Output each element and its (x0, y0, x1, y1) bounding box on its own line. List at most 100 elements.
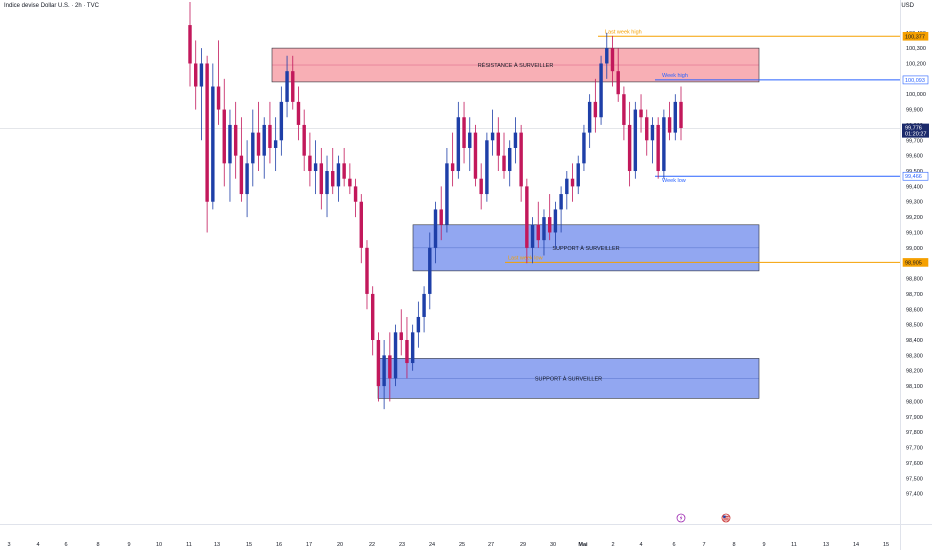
candle (519, 124, 523, 202)
candle-body (422, 293, 426, 317)
candle (667, 101, 672, 141)
candle-body (188, 25, 192, 64)
candle (610, 35, 615, 87)
candle (490, 109, 495, 156)
level-layer: Last week high Week high Week low Last week… (0, 29, 900, 263)
zone-label: SUPPORT À SURVEILLER (552, 245, 619, 252)
candle (553, 201, 558, 248)
candle-body (211, 86, 215, 202)
candle-body (336, 163, 341, 187)
candle-body (645, 117, 649, 141)
candle (359, 194, 363, 264)
candle (199, 48, 204, 141)
candle-body (193, 63, 198, 87)
level-price-value: 98,905 (905, 260, 922, 266)
price-tick-label: 99,200 (906, 215, 923, 221)
candle (473, 124, 478, 187)
candle-body (456, 117, 461, 172)
candle (450, 132, 455, 187)
candle-body (256, 132, 261, 156)
candle-body (479, 178, 483, 195)
candle (239, 117, 244, 202)
candle-body (199, 63, 204, 87)
candle-body (622, 94, 626, 125)
last-price-badge (902, 123, 929, 138)
candle-body (593, 101, 598, 118)
time-tick-label: 4 (36, 542, 39, 548)
candle (285, 55, 289, 118)
candle (291, 55, 295, 110)
candle-body (222, 109, 226, 164)
price-tick-label: 99,000 (906, 246, 923, 252)
candle (279, 86, 284, 156)
time-axis[interactable]: 3 4 6 8 9 10 11 13 15 16 17 20 22 23 24 25 27 29 30 Mai 2 4 6 7… (7, 542, 889, 548)
candle (342, 147, 346, 187)
candle-body (542, 217, 546, 241)
zone-label: RÉSISTANCE À SURVEILLER (478, 62, 554, 69)
candle (650, 117, 655, 164)
candle (302, 109, 306, 172)
candle (479, 163, 483, 210)
price-axis[interactable]: 100,400100,300100,200100,00099,90099,800… (902, 31, 929, 498)
candle (233, 101, 238, 179)
time-tick-label: 9 (127, 542, 130, 548)
time-tick-label: 8 (732, 542, 735, 548)
time-tick-label: 6 (672, 542, 675, 548)
price-tick-label: 98,200 (906, 369, 923, 375)
candle (547, 194, 552, 241)
candle-body (233, 124, 238, 156)
candle (422, 286, 426, 333)
candle (405, 316, 409, 379)
candle (502, 132, 506, 179)
candle-body (353, 186, 358, 202)
us-flag-event-icon[interactable] (721, 513, 731, 523)
candle-body (262, 124, 266, 156)
level-price-value: 99,466 (905, 174, 922, 180)
price-tick-label: 98,400 (906, 338, 923, 344)
last-price-value: 99,776 (905, 126, 922, 132)
candle-body (410, 332, 415, 364)
candle (273, 117, 278, 172)
candle-body (313, 163, 318, 172)
candle (536, 201, 540, 248)
candle (228, 109, 232, 202)
candle-body (416, 316, 421, 333)
candle (256, 101, 261, 172)
price-tick-label: 98,500 (906, 323, 923, 329)
price-tick-label: 99,900 (906, 108, 923, 114)
candle-body (616, 71, 620, 95)
candle (188, 2, 192, 87)
candle (616, 48, 620, 102)
candle-body (319, 163, 324, 195)
candle-body (399, 332, 403, 341)
candle (679, 86, 683, 141)
time-tick-label: 15 (883, 542, 889, 548)
candle-body (325, 171, 329, 195)
candle (439, 186, 443, 241)
lightning-event-icon[interactable] (676, 513, 686, 523)
candle (268, 101, 272, 164)
candle (582, 124, 586, 172)
price-tick-label: 97,400 (906, 492, 923, 498)
candle (496, 117, 501, 172)
candle-body (496, 132, 501, 156)
candle-body (662, 117, 666, 172)
candle-body (576, 163, 580, 187)
candle-body (331, 171, 335, 187)
price-tick-label: 98,000 (906, 399, 923, 405)
candle-body (513, 132, 518, 148)
candle-body (245, 163, 249, 195)
candle (622, 86, 626, 141)
level-label: Week low (662, 178, 686, 184)
candle-body (268, 124, 272, 148)
price-tick-label: 97,800 (906, 430, 923, 436)
candle (393, 324, 398, 387)
candle (399, 309, 403, 356)
level-label: Last week low (508, 255, 543, 261)
time-tick-label: Mai (578, 542, 588, 548)
candle-body (205, 63, 209, 202)
candle-body (485, 140, 489, 195)
price-tick-label: 100,200 (906, 61, 926, 67)
candle (633, 101, 638, 179)
